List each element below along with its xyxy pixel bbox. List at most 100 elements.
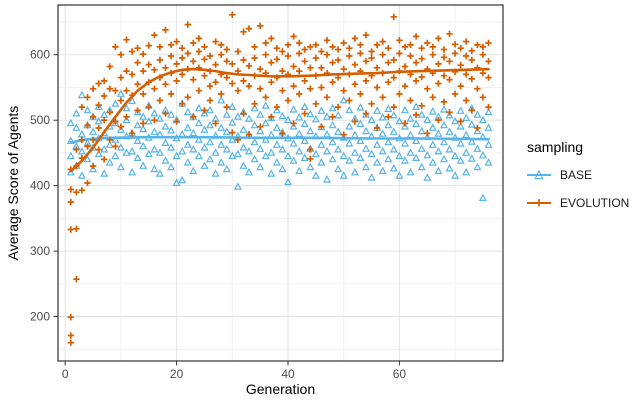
data-point [428, 158, 437, 166]
data-point [418, 102, 425, 109]
data-point [367, 115, 376, 124]
data-point [279, 67, 286, 75]
data-point [94, 149, 103, 158]
data-point [267, 148, 276, 156]
data-point [172, 178, 181, 186]
data-point [373, 106, 382, 114]
data-point [268, 113, 275, 121]
data-point [134, 81, 141, 88]
data-point [412, 119, 421, 127]
data-point [362, 77, 370, 85]
data-point [318, 84, 325, 91]
data-point [106, 136, 113, 143]
data-point [67, 332, 74, 339]
data-point [117, 97, 125, 104]
legend-item-base[interactable]: △ BASE [527, 166, 629, 183]
data-point [239, 125, 248, 133]
data-point [134, 59, 141, 66]
data-point [435, 117, 442, 124]
data-point [283, 151, 293, 160]
data-point [167, 126, 176, 134]
data-point [389, 111, 398, 119]
data-point [94, 116, 103, 125]
data-point [406, 114, 415, 122]
data-point [245, 25, 253, 32]
data-point [485, 58, 492, 65]
data-point [201, 107, 208, 114]
data-point [89, 85, 97, 92]
data-point [184, 94, 191, 101]
data-point [251, 43, 258, 51]
data-point [250, 154, 259, 163]
data-point [134, 45, 141, 52]
data-point [133, 107, 142, 116]
data-point [473, 162, 482, 171]
data-point [111, 151, 120, 160]
data-point [400, 156, 410, 164]
data-point [368, 54, 375, 62]
data-point [67, 226, 74, 233]
data-point [339, 171, 348, 179]
data-point [322, 147, 332, 155]
data-point [451, 171, 460, 179]
data-point [451, 116, 460, 125]
data-point [100, 169, 109, 177]
data-point [424, 130, 431, 137]
data-point [456, 106, 465, 114]
data-point [284, 97, 292, 104]
data-point [373, 140, 382, 148]
data-point [222, 127, 231, 135]
data-point [156, 56, 164, 64]
data-point [234, 87, 242, 94]
data-point [272, 123, 281, 131]
data-point [189, 128, 198, 137]
data-point [111, 135, 120, 143]
data-point [239, 161, 248, 169]
data-point [116, 143, 125, 151]
data-point [194, 135, 203, 143]
data-point [474, 124, 481, 132]
data-point [396, 90, 403, 98]
data-point [279, 87, 286, 94]
data-point [479, 43, 487, 51]
data-point [418, 55, 425, 62]
data-point [322, 130, 332, 138]
data-point [229, 129, 236, 136]
data-point [200, 143, 209, 151]
data-point [439, 120, 449, 129]
data-point [161, 122, 170, 130]
data-point [200, 109, 209, 117]
data-point [373, 124, 381, 132]
data-point [233, 149, 242, 158]
data-point [84, 143, 91, 150]
legend-item-evolution[interactable]: + EVOLUTION [527, 194, 629, 211]
data-point [446, 109, 453, 116]
data-point [389, 127, 398, 135]
data-point [457, 62, 464, 69]
data-point [373, 158, 382, 166]
data-point [283, 115, 293, 124]
data-point [140, 50, 147, 58]
data-point [350, 130, 359, 139]
data-point [289, 122, 298, 130]
data-point [440, 46, 448, 53]
data-point [200, 125, 209, 133]
data-point [412, 136, 421, 144]
data-point [462, 148, 471, 156]
data-point [178, 175, 187, 184]
x-tick-label: 0 [62, 367, 69, 381]
data-point [268, 35, 275, 42]
data-point [194, 103, 203, 112]
data-point [289, 156, 298, 164]
data-point [251, 100, 258, 107]
data-point [155, 114, 164, 122]
data-point [323, 37, 331, 44]
y-tick-label: 400 [30, 179, 50, 193]
data-point [406, 130, 415, 139]
data-point [123, 67, 130, 75]
data-point [440, 98, 448, 106]
data-point [329, 79, 336, 86]
series-base [66, 89, 493, 201]
data-point [479, 94, 487, 101]
